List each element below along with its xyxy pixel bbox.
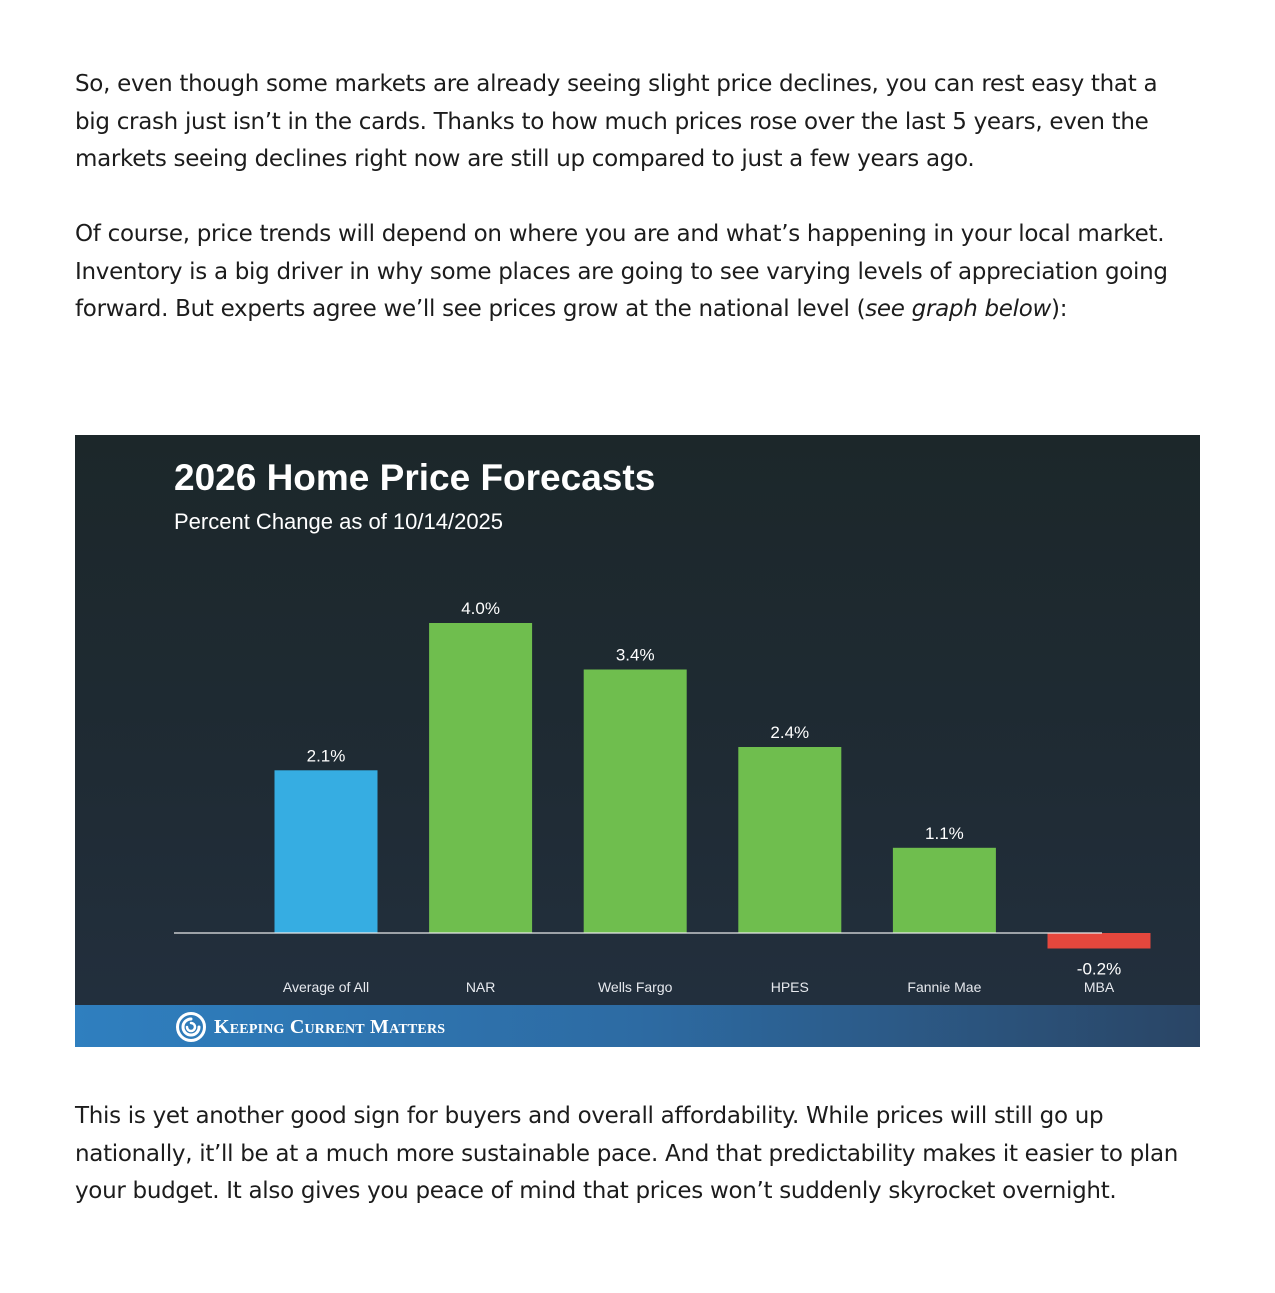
paragraph-conclusion: This is yet another good sign for buyers… (75, 1103, 1179, 1204)
paragraph-price-trends-text: Of course, price trends will depend on w… (75, 221, 1168, 322)
category-label: MBA (1084, 979, 1115, 995)
see-graph-reference: see graph below (865, 296, 1052, 322)
brand-footer-bar: Keeping Current Matters (75, 1005, 1200, 1047)
brand-name: Keeping Current Matters (214, 1016, 446, 1038)
category-label: Average of All (283, 979, 369, 995)
paragraph-intro: So, even though some markets are already… (75, 71, 1158, 172)
category-label: HPES (771, 979, 809, 995)
category-label: Fannie Mae (907, 979, 981, 995)
bars-group: 2.1% Average of All 4.0% NAR 3.4% Wells Fargo… (274, 599, 1151, 995)
bar-wells-fargo (583, 669, 687, 933)
chart-title: 2026 Home Price Forecasts (174, 457, 656, 498)
chart-plot-area: 2.1% Average of All 4.0% NAR 3.4% Wells Fargo… (174, 599, 1151, 995)
bar-average-of-all (274, 770, 378, 934)
category-label: NAR (466, 979, 496, 995)
paragraph-price-trends: Of course, price trends will depend on w… (75, 216, 1185, 329)
bar-mba (1047, 933, 1151, 949)
category-label: Wells Fargo (598, 979, 673, 995)
value-label: -0.2% (1077, 960, 1121, 979)
home-price-forecast-chart: 2026 Home Price Forecasts Percent Change… (75, 435, 1200, 1047)
value-label: 2.4% (770, 723, 809, 742)
bar-fannie-mae (892, 847, 996, 934)
paragraph-price-trends-end: ): (1051, 296, 1068, 322)
value-label: 3.4% (616, 646, 655, 665)
swirl-logo-icon (176, 1012, 206, 1042)
chart-subtitle: Percent Change as of 10/14/2025 (174, 509, 504, 534)
value-label: 1.1% (925, 824, 964, 843)
value-label: 2.1% (307, 746, 346, 765)
value-label: 4.0% (461, 599, 500, 618)
bar-nar (429, 623, 533, 933)
bar-hpes (738, 747, 842, 933)
